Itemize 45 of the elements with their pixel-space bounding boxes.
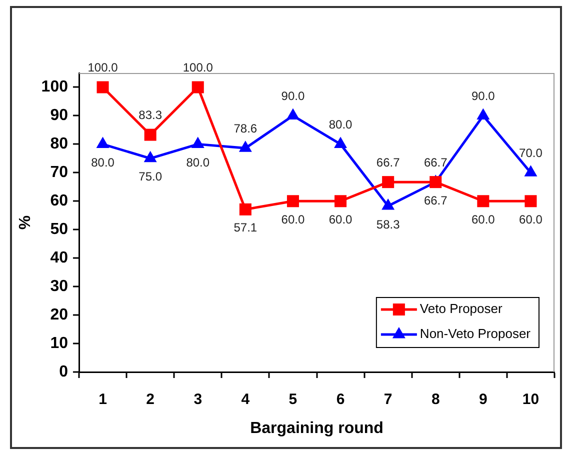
data-label: 66.7 [424, 193, 448, 208]
legend-label: Veto Proposer [420, 301, 503, 316]
data-label: 58.3 [376, 217, 400, 232]
y-tick-label: 100 [41, 78, 68, 96]
data-label: 66.7 [376, 155, 400, 170]
x-tick-label: 3 [194, 391, 202, 408]
data-label: 60.0 [328, 212, 353, 226]
x-tick-label: 5 [288, 391, 298, 408]
data-label: 60.0 [471, 212, 496, 226]
data-label: 57.1 [234, 220, 258, 235]
y-tick-label: 80 [50, 136, 68, 153]
y-tick-label: 20 [50, 306, 68, 324]
data-label: 80.0 [328, 118, 353, 132]
x-tick-label: 7 [384, 391, 392, 408]
y-tick-label: 0 [59, 363, 68, 380]
y-axis-title: % [17, 215, 34, 230]
data-label: 70.0 [519, 146, 543, 160]
legend-label: Non-Veto Proposer [420, 326, 532, 342]
x-tick-label: 1 [98, 391, 107, 408]
data-label: 90.0 [471, 89, 496, 104]
data-label: 60.0 [281, 212, 305, 226]
y-tick-label: 10 [50, 334, 68, 352]
x-axis-title: Bargaining round [250, 420, 384, 437]
x-tick-label: 4 [241, 391, 250, 408]
y-tick-label: 70 [50, 164, 68, 182]
y-tick-label: 30 [50, 278, 68, 295]
data-label: 80.0 [186, 156, 210, 170]
y-tick-label: 90 [50, 107, 68, 124]
y-tick-label: 60 [50, 192, 68, 210]
data-label: 100.0 [182, 60, 214, 75]
data-label: 80.0 [91, 156, 115, 170]
data-label: 75.0 [138, 170, 162, 184]
data-label: 60.0 [519, 212, 543, 226]
data-label: 78.6 [234, 121, 258, 136]
y-tick-label: 50 [50, 221, 68, 238]
data-label: 66.7 [424, 155, 448, 170]
x-tick-label: 10 [522, 391, 540, 408]
x-tick-label: 8 [431, 391, 440, 408]
data-label: 83.3 [138, 108, 162, 122]
x-tick-label: 9 [479, 391, 488, 408]
x-tick-label: 6 [336, 391, 345, 408]
data-label: 90.0 [281, 89, 305, 104]
x-tick-label: 2 [146, 391, 154, 408]
y-tick-label: 40 [50, 250, 68, 266]
data-label: 100.0 [88, 60, 118, 75]
